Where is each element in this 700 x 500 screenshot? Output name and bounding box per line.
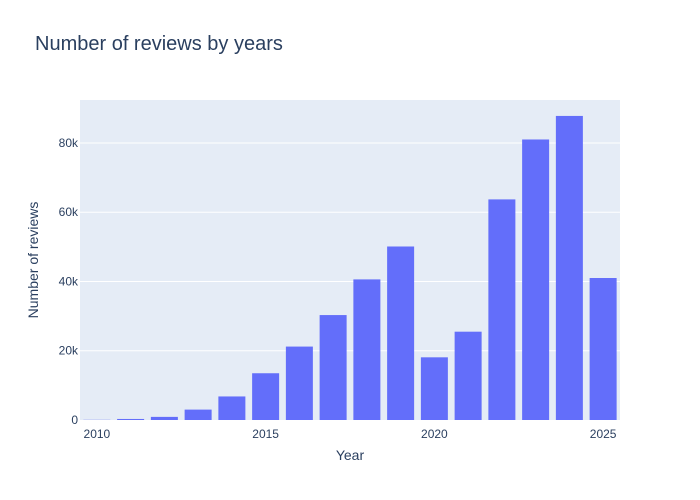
- bar: 2021: 25500: [454, 331, 482, 420]
- bar: 2016: 21200: [285, 346, 313, 420]
- bar: 2024: 87800: [555, 115, 583, 421]
- bar: 2019: 50100: [387, 246, 415, 420]
- x-tick-label: 2015: [252, 427, 279, 441]
- y-tick-label: 80k: [59, 136, 79, 150]
- bar: 2015: 13500: [252, 373, 280, 420]
- bar: 2012: 900: [150, 416, 178, 420]
- bar: 2014: 6800: [218, 396, 246, 420]
- x-axis-title: Year: [336, 447, 365, 463]
- bar: 2018: 40600: [353, 279, 381, 420]
- x-axis-ticks: 2010 2015 2020 2025: [84, 427, 617, 441]
- x-tick-label: 2020: [421, 427, 448, 441]
- y-tick-label: 0: [71, 413, 78, 427]
- y-axis-title: Number of reviews: [25, 202, 41, 319]
- chart-title: Number of reviews by years: [35, 33, 283, 55]
- bar: 2011: 300: [117, 418, 145, 420]
- bar: 2020: 18100: [420, 357, 448, 420]
- bar: 2023: 81000: [522, 139, 550, 420]
- bar: 2017: 30300: [319, 315, 347, 420]
- y-axis-ticks: 0 20k 40k 60k 80k: [59, 136, 79, 427]
- y-tick-label: 40k: [59, 274, 79, 288]
- x-tick-label: 2025: [590, 427, 617, 441]
- x-tick-label: 2010: [84, 427, 111, 441]
- bar: 2022: 63700: [488, 199, 516, 420]
- bar: 2025: 41000: [589, 278, 617, 420]
- bar: 2013: 3000: [184, 409, 212, 420]
- y-tick-label: 20k: [59, 344, 79, 358]
- bars: 2010: 502011: 3002012: 9002013: 30002014…: [83, 115, 617, 421]
- y-tick-label: 60k: [59, 205, 79, 219]
